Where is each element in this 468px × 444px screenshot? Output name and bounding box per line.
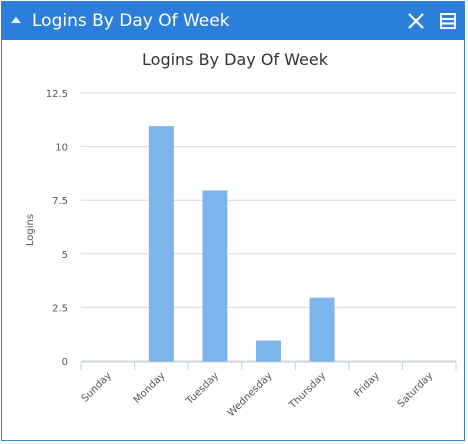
y-axis-label: Logins xyxy=(25,214,36,246)
x-tick-label: Wednesday xyxy=(226,370,275,419)
y-tick-label: 10 xyxy=(55,143,68,154)
x-tick-label: Tuesday xyxy=(184,370,221,407)
y-tick-label: 12.5 xyxy=(46,89,68,100)
x-tick-label: Monday xyxy=(132,370,168,406)
y-tick-label: 5 xyxy=(62,250,68,261)
bar-monday[interactable] xyxy=(148,126,174,362)
menu-lines-icon[interactable] xyxy=(438,11,458,31)
x-tick-label: Saturday xyxy=(396,370,436,410)
y-tick-label: 7.5 xyxy=(52,196,68,207)
widget-header: Logins By Day Of Week xyxy=(2,2,464,40)
x-tick-label: Thursday xyxy=(287,370,328,411)
close-icon[interactable] xyxy=(406,11,426,31)
x-tick-label: Sunday xyxy=(80,370,114,404)
y-tick-label: 0 xyxy=(62,357,68,368)
bar-wednesday[interactable] xyxy=(256,340,281,362)
caret-up-icon[interactable] xyxy=(11,17,21,23)
bar-tuesday[interactable] xyxy=(202,190,228,362)
x-tick-label: Friday xyxy=(353,370,382,399)
chart-title: Logins By Day Of Week xyxy=(142,50,329,69)
widget-title: Logins By Day Of Week xyxy=(32,11,230,31)
bar-chart: Logins By Day Of Week 0 2.5 5 7.5 10 12.5 Sund… xyxy=(25,50,457,419)
bar-thursday[interactable] xyxy=(309,297,335,362)
y-tick-label: 2.5 xyxy=(52,303,68,314)
